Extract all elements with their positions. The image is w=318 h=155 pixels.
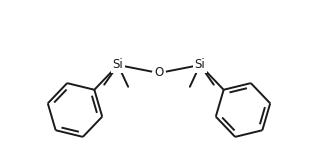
Text: O: O <box>154 66 164 80</box>
Text: Si: Si <box>113 58 123 71</box>
Text: Si: Si <box>195 58 205 71</box>
